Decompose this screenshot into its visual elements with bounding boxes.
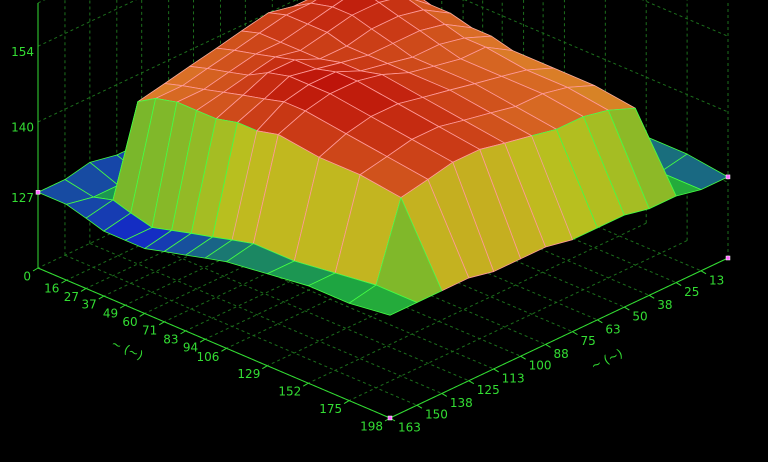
x-tick [221,347,227,352]
x-tick-label: 106 [197,350,220,364]
y-grid-line [245,169,598,321]
x-tick-label: 83 [163,332,178,346]
x-tick [158,321,165,326]
x-tick-label: 37 [81,298,96,312]
x-tick-label: 27 [64,290,79,304]
x-tick-label: 60 [122,315,137,329]
z-grid-line [37,0,297,123]
x-tick [199,338,206,343]
y-axis-label: ~ (~) [589,346,625,373]
y-tick-label: 75 [580,334,595,348]
y-tick-label: 88 [554,347,569,361]
x-tick-label: 16 [44,282,59,296]
x-tick [119,304,126,309]
y-grid-line [168,205,521,357]
y-grid-line [220,181,573,333]
y-tick [572,331,578,336]
z-tick-label: 154 [11,45,34,59]
y-tick-label: 150 [425,408,448,422]
y-tick [700,270,707,275]
y-tick [545,343,551,348]
corner-marker [387,415,393,421]
y-tick-label: 25 [684,285,699,299]
x-tick [80,288,87,292]
y-tick [675,282,682,286]
y-tick-label: 138 [450,396,473,410]
y-tick-label: 113 [502,371,525,385]
y-grid-line [141,218,494,370]
x-tick-label: 175 [319,402,342,416]
z-grid-line [37,0,137,47]
x-tick-label: 198 [360,420,383,434]
y-tick [648,294,655,299]
x-tick [302,382,309,387]
z-grid-line [463,0,729,113]
x-tick [343,400,350,405]
x-tick [32,267,39,272]
y-tick [624,306,630,311]
x-tick [61,279,67,284]
y-grid-line [297,144,650,296]
y-grid-line [64,254,418,406]
y-grid-line [348,120,702,272]
y-grid-line [116,230,469,382]
corner-marker [725,174,731,180]
x-tick-label: 129 [237,367,260,381]
y-tick [468,380,475,385]
y-tick-label: 100 [529,359,552,373]
z-grid-line [641,0,729,37]
y-grid-line [323,132,677,283]
y-tick-label: 163 [398,421,421,435]
x-grid-line [348,240,688,402]
z-tick-label: 127 [11,191,34,205]
x-axis [37,267,391,419]
x-tick-label: 0 [23,270,31,284]
x-tick [262,365,268,370]
x-axis-label: ~ (~) [109,336,145,362]
y-axis [389,257,729,419]
y-tick-label: 38 [657,298,672,312]
y-tick-label: 13 [709,273,724,287]
x-tick-label: 94 [183,341,198,355]
surface-patch [348,284,418,316]
x-tick-label: 49 [103,307,118,321]
corner-marker [35,190,41,195]
z-tick-label: 140 [11,120,34,134]
y-tick-label: 63 [605,322,620,336]
y-tick-label: 50 [632,310,647,324]
y-tick [493,368,499,373]
surface [35,0,731,421]
y-tick [520,355,526,360]
x-tick-label: 71 [142,323,157,337]
x-tick-label: 152 [278,385,301,399]
y-tick-label: 125 [477,383,500,397]
y-grid-line [193,193,546,345]
y-grid-line [89,243,443,394]
x-tick [180,330,186,335]
corner-marker [725,255,731,261]
x-tick [139,313,145,317]
y-tick [597,319,603,324]
x-grid-line [308,222,647,384]
y-tick [416,404,423,409]
x-tick [98,295,105,300]
y-tick [441,393,448,397]
y-grid-line [272,156,625,308]
